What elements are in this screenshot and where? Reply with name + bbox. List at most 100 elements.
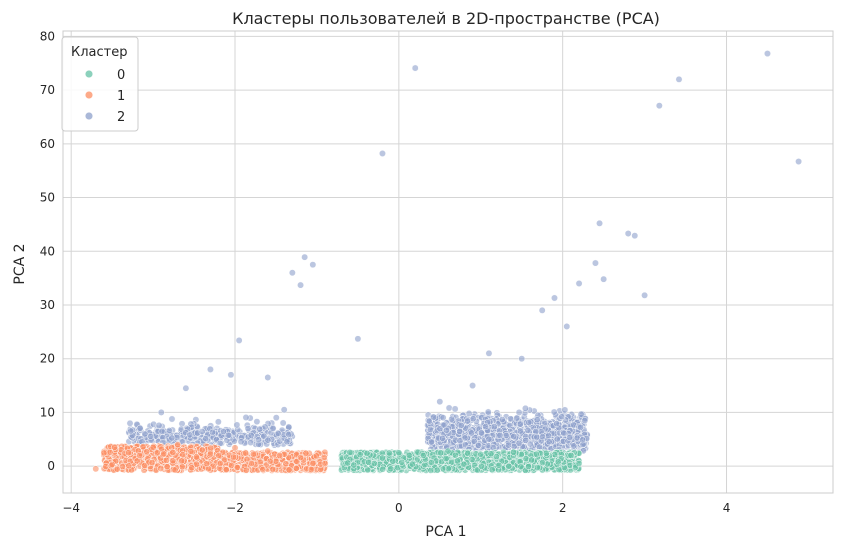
- cluster-2-point: [551, 294, 558, 302]
- cluster-2-point: [427, 438, 435, 446]
- cluster-2-point: [515, 439, 523, 447]
- y-tick-label: 10: [40, 405, 55, 419]
- cluster-1-point: [178, 457, 186, 465]
- cluster-0-point: [464, 449, 472, 457]
- legend-marker-2: [84, 111, 94, 121]
- legend: Кластер 0 1 2: [61, 36, 139, 132]
- cluster-2-point: [600, 275, 608, 283]
- cluster-0-point: [385, 449, 393, 457]
- cluster-0-point: [487, 450, 495, 458]
- cluster-2-point: [309, 261, 317, 269]
- cluster-0-point: [433, 466, 441, 474]
- cluster-2-point: [478, 429, 485, 437]
- cluster-1-point: [309, 459, 317, 467]
- cluster-2-point: [242, 414, 250, 421]
- x-tick-label: 2: [559, 501, 567, 515]
- cluster-2-point: [168, 434, 176, 442]
- cluster-1-point: [125, 449, 132, 457]
- cluster-2-point: [490, 423, 498, 431]
- cluster-0-point: [542, 449, 550, 457]
- cluster-0-point: [389, 457, 397, 465]
- cluster-2-point: [285, 423, 293, 431]
- cluster-2-point: [285, 431, 293, 438]
- cluster-2-point: [264, 436, 272, 444]
- cluster-0-point: [350, 461, 358, 469]
- cluster-2-point: [272, 414, 280, 422]
- cluster-1-point: [216, 460, 224, 468]
- cluster-2-point: [518, 355, 526, 363]
- cluster-2-point: [553, 435, 561, 443]
- cluster-2-point: [439, 414, 447, 422]
- cluster-0-point: [488, 466, 496, 474]
- cluster-1-point: [169, 448, 177, 456]
- cluster-1-point: [149, 443, 157, 451]
- cluster-1-point: [178, 463, 186, 471]
- cluster-0-point: [344, 459, 352, 467]
- cluster-0-point: [363, 449, 371, 457]
- cluster-1-point: [153, 449, 161, 457]
- cluster-1-point: [230, 453, 237, 461]
- cluster-0-point: [468, 456, 476, 463]
- cluster-2-point: [225, 431, 232, 439]
- chart-title: Кластеры пользователей в 2D-пространстве…: [232, 9, 660, 28]
- x-axis-label: PCA 1: [425, 524, 466, 540]
- cluster-0-point: [395, 449, 403, 457]
- cluster-2-point: [202, 435, 210, 443]
- y-tick-label: 40: [40, 244, 55, 258]
- cluster-2-point: [561, 406, 569, 414]
- cluster-2-point: [425, 417, 433, 425]
- cluster-2-point: [198, 428, 206, 436]
- cluster-1-point: [292, 464, 300, 472]
- cluster-1-point: [297, 454, 305, 461]
- cluster-2-point: [581, 417, 589, 425]
- cluster-0-point: [370, 460, 378, 467]
- cluster-2-point: [525, 419, 533, 426]
- cluster-1-point: [302, 449, 310, 457]
- cluster-1-point: [92, 465, 100, 473]
- cluster-2-point: [482, 423, 490, 431]
- cluster-2-point: [579, 436, 587, 444]
- cluster-2-point: [206, 365, 214, 373]
- cluster-1-point: [266, 457, 274, 465]
- y-tick-label: 20: [40, 352, 55, 366]
- cluster-2-point: [795, 158, 803, 165]
- cluster-1-point: [192, 453, 200, 461]
- cluster-2-point: [126, 419, 134, 427]
- cluster-2-point: [256, 425, 264, 433]
- cluster-1-point: [113, 465, 121, 473]
- cluster-2-point: [255, 436, 262, 444]
- cluster-2-point: [274, 430, 282, 437]
- cluster-2-point: [436, 398, 444, 406]
- cluster-1-point: [188, 464, 196, 472]
- cluster-1-point: [163, 463, 171, 471]
- cluster-2-point: [209, 428, 217, 436]
- cluster-2-point: [235, 336, 243, 344]
- cluster-0-point: [517, 463, 525, 471]
- cluster-1-point: [222, 466, 230, 474]
- cluster-2-point: [147, 432, 155, 440]
- cluster-2-point: [516, 427, 524, 435]
- y-tick-label: 60: [40, 137, 55, 151]
- cluster-2-point: [655, 102, 663, 110]
- cluster-2-point: [301, 253, 309, 261]
- cluster-0-point: [534, 464, 541, 471]
- cluster-1-point: [171, 466, 179, 474]
- legend-marker-0: [84, 69, 94, 79]
- cluster-1-point: [321, 460, 329, 467]
- cluster-2-point: [498, 416, 506, 424]
- cluster-2-point: [764, 50, 771, 58]
- legend-title: Кластер: [71, 45, 127, 60]
- cluster-2-point: [456, 427, 464, 435]
- cluster-1-point: [100, 449, 108, 457]
- y-tick-label: 50: [40, 191, 55, 205]
- cluster-1-point: [259, 466, 267, 473]
- cluster-1-point: [198, 446, 206, 454]
- cluster-1-point: [187, 447, 195, 455]
- cluster-2-point: [168, 415, 176, 423]
- y-tick-label: 30: [40, 298, 55, 312]
- cluster-2-point: [624, 230, 632, 237]
- cluster-0-point: [554, 458, 562, 466]
- cluster-2-point: [575, 280, 583, 287]
